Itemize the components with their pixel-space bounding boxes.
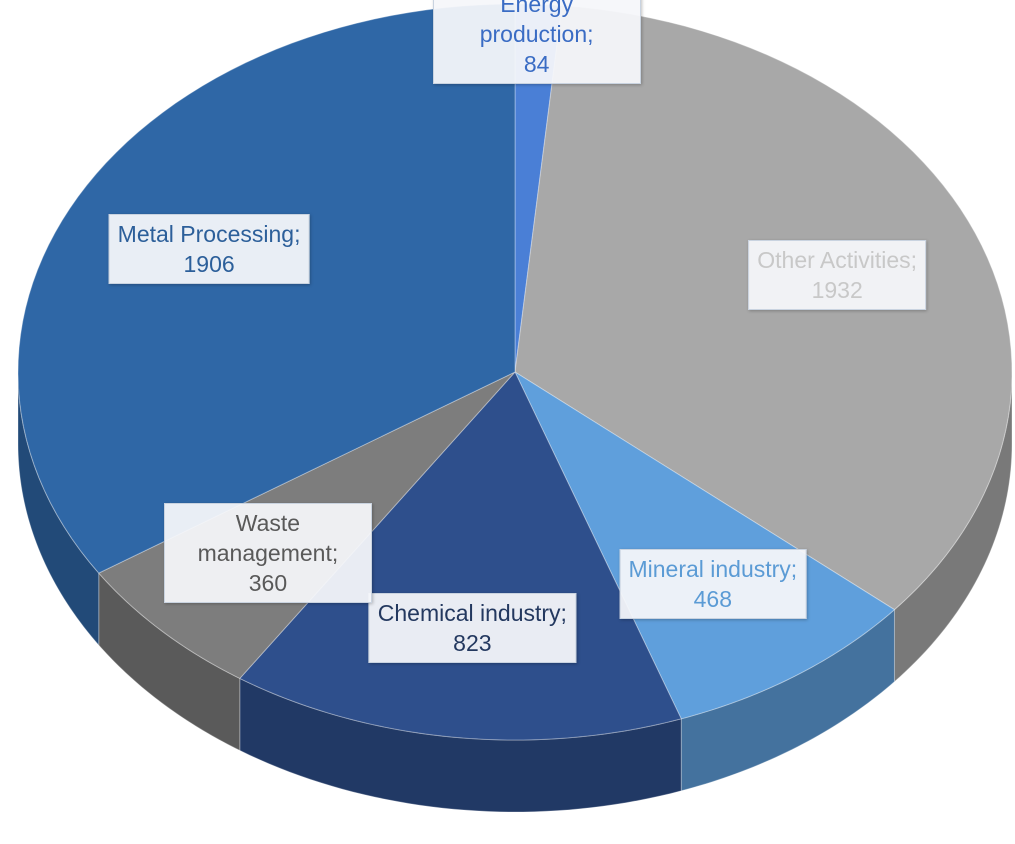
slice (17, 3, 516, 574)
slice-side (17, 371, 100, 647)
data-label: Waste management; 360 (163, 503, 372, 604)
label-value: 84 (523, 50, 550, 77)
label-value: 1906 (183, 251, 235, 278)
slice (513, 370, 896, 720)
label-value: 1932 (811, 276, 863, 303)
label-category: Mineral industry; (628, 555, 798, 582)
label-value: 360 (248, 570, 288, 597)
data-label: Chemical industry; 823 (368, 592, 576, 663)
label-category: Chemical industry; (377, 599, 567, 626)
data-label: Energy production; 84 (432, 0, 641, 84)
label-value: 468 (693, 585, 733, 612)
pie-sides (17, 371, 1013, 813)
label-category: Waste management; (197, 510, 339, 567)
label-category: Metal Processing; (117, 221, 301, 248)
data-label: Other Activities; 1932 (748, 239, 927, 310)
label-category: Energy production; (479, 0, 594, 47)
label-value: 823 (453, 629, 492, 656)
label-category: Other Activities; (757, 246, 918, 273)
data-label: Metal Processing; 1906 (108, 214, 310, 285)
data-label: Mineral industry; 468 (619, 548, 807, 619)
